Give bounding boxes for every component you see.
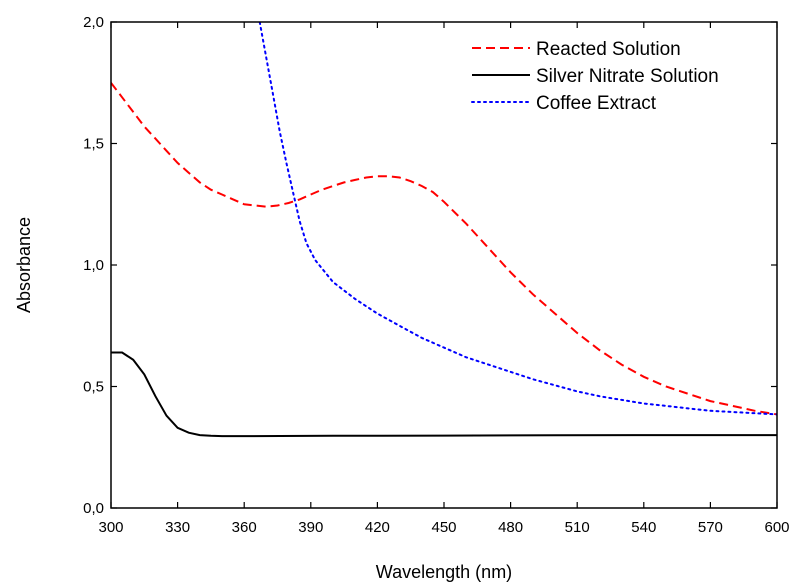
series-line-1 xyxy=(111,82,777,416)
x-tick-label: 480 xyxy=(498,519,523,536)
x-tick-label: 390 xyxy=(298,519,323,536)
x-tick-label: 360 xyxy=(232,519,257,536)
y-tick-label: 2,0 xyxy=(83,14,104,31)
plot-area xyxy=(111,22,777,438)
y-tick-label: 1,5 xyxy=(83,136,104,153)
x-tick-label: 420 xyxy=(365,519,390,536)
legend: Reacted Solution Silver Nitrate Solution C… xyxy=(471,39,719,114)
series-line-2 xyxy=(111,351,777,438)
series-lines xyxy=(111,22,777,438)
legend-label-3: Coffee Extract xyxy=(536,93,657,114)
x-axis-title: Wavelength (nm) xyxy=(376,562,512,582)
x-tick-label: 510 xyxy=(565,519,590,536)
x-tick-label: 330 xyxy=(165,519,190,536)
legend-label-2: Silver Nitrate Solution xyxy=(536,66,719,87)
x-tick-label: 600 xyxy=(764,519,789,536)
x-tick-label: 570 xyxy=(698,519,723,536)
legend-label-1: Reacted Solution xyxy=(536,39,681,60)
x-tick-label: 300 xyxy=(98,519,123,536)
y-tick-label: 0,0 xyxy=(83,500,104,517)
axes: 300 330 360 390 420 450 480 510 540 570 600 0,0 0,5 1… xyxy=(83,14,789,536)
x-tick-label: 540 xyxy=(631,519,656,536)
y-axis-title: Absorbance xyxy=(14,217,34,313)
y-tick-label: 1,0 xyxy=(83,257,104,274)
x-tick-label: 450 xyxy=(431,519,456,536)
y-tick-label: 0,5 xyxy=(83,379,104,396)
series-line-3 xyxy=(258,22,777,416)
